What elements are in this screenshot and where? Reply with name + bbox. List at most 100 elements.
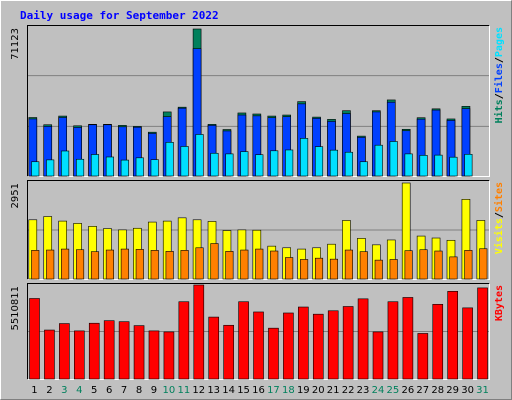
kbytes-bar	[372, 331, 384, 380]
pages-bar	[285, 149, 294, 177]
day-label: 24	[372, 385, 385, 396]
day-label: 31	[476, 385, 489, 396]
pages-bar	[344, 151, 353, 177]
kbytes-bar	[59, 323, 70, 380]
kbytes-bar	[432, 303, 444, 380]
kbytes-bar	[29, 298, 40, 380]
legend-entry: Pages	[494, 27, 505, 57]
pages-bar	[165, 142, 174, 177]
day-label: 9	[151, 385, 157, 396]
sites-bar	[240, 249, 249, 280]
chart-title: Daily usage for September 2022	[20, 9, 219, 22]
sites-bar	[31, 250, 40, 280]
pages-bar	[135, 157, 144, 177]
sites-bar	[404, 250, 413, 280]
sites-bar	[449, 256, 458, 280]
legend-entry: /	[494, 57, 505, 63]
day-label: 29	[446, 385, 459, 396]
day-label: 22	[342, 385, 355, 396]
sites-bar	[285, 257, 294, 280]
legend-entry: Visits	[493, 218, 505, 254]
pages-bar	[270, 150, 279, 177]
day-label: 20	[312, 385, 325, 396]
kbytes-bar	[238, 301, 249, 380]
x-axis-day-labels: 1 2 3 4 5 6 7 8 9 10 11 12 13 14 15 16 17 18 19 20 21 22 23 24 2…	[31, 385, 489, 396]
sites-bar	[344, 249, 353, 280]
day-label: 17	[267, 385, 280, 396]
legend-entry: Hits	[493, 99, 505, 123]
pages-bar	[419, 155, 428, 177]
pages-bar	[105, 156, 114, 177]
pages-bar	[449, 156, 458, 177]
sites-bar	[389, 259, 398, 280]
pages-bar	[90, 154, 100, 177]
pages-bar	[464, 153, 473, 177]
day-label: 6	[106, 385, 112, 396]
sites-bar	[150, 250, 159, 280]
pages-bar	[180, 146, 189, 177]
y-max-label: 71123	[10, 28, 21, 60]
day-label: 30	[461, 385, 474, 396]
kbytes-bar	[283, 312, 294, 380]
sites-bar	[225, 251, 234, 280]
kbytes-bar	[477, 287, 488, 380]
day-label: 1	[31, 385, 37, 396]
day-label: 12	[192, 385, 205, 396]
sites-bar	[434, 250, 443, 280]
sites-bar	[419, 249, 428, 280]
sites-bar	[270, 250, 279, 280]
panel-visits_sites: 2951 Visits/Sites	[10, 180, 505, 280]
pages-bar	[300, 138, 309, 177]
pages-bar	[255, 154, 264, 177]
sites-bar	[359, 251, 368, 280]
day-label: 21	[327, 385, 340, 396]
pages-bar	[240, 151, 249, 177]
kbytes-bar	[178, 301, 190, 380]
legend-entry: KBytes	[494, 285, 505, 321]
day-label: 26	[401, 385, 414, 396]
kbytes-bar	[148, 330, 160, 380]
plot-border-dark	[27, 180, 490, 280]
pages-bar	[374, 144, 383, 177]
sites-bar	[76, 249, 85, 280]
kbytes-bar	[163, 331, 175, 380]
legend: KBytes	[494, 285, 505, 321]
sites-bar	[61, 248, 70, 280]
pages-bar	[389, 141, 398, 177]
kbytes-bar	[387, 301, 399, 380]
plot-border-light	[27, 283, 490, 380]
day-label: 7	[121, 385, 127, 396]
legend-entry: /	[494, 212, 505, 218]
kbytes-bar	[417, 333, 429, 380]
kbytes-bar	[118, 321, 130, 380]
day-label: 2	[46, 385, 52, 396]
day-label: 5	[91, 385, 97, 396]
day-label: 14	[222, 385, 235, 396]
sites-bar	[120, 248, 129, 280]
kbytes-bar	[133, 325, 145, 380]
sites-bar	[180, 250, 189, 280]
day-label: 16	[252, 385, 265, 396]
kbytes-bar	[223, 324, 234, 380]
pages-bar	[434, 154, 443, 177]
sites-bar	[195, 247, 204, 280]
day-label: 27	[416, 385, 429, 396]
sites-bar	[210, 243, 219, 280]
kbytes-bar	[74, 330, 85, 380]
kbytes-bar	[103, 320, 115, 380]
kbytes-bar	[342, 306, 354, 380]
sites-bar	[300, 259, 309, 280]
y-max-label: 5510811	[10, 286, 21, 331]
plot-border-dark	[27, 283, 490, 380]
legend-entry: Files	[493, 63, 505, 93]
plot-border-light	[27, 25, 490, 177]
kbytes-bar	[402, 297, 414, 380]
day-label: 3	[61, 385, 67, 396]
day-label: 4	[76, 385, 82, 396]
sites-bar	[374, 259, 383, 280]
legend: Hits/Files/Pages	[493, 27, 505, 123]
